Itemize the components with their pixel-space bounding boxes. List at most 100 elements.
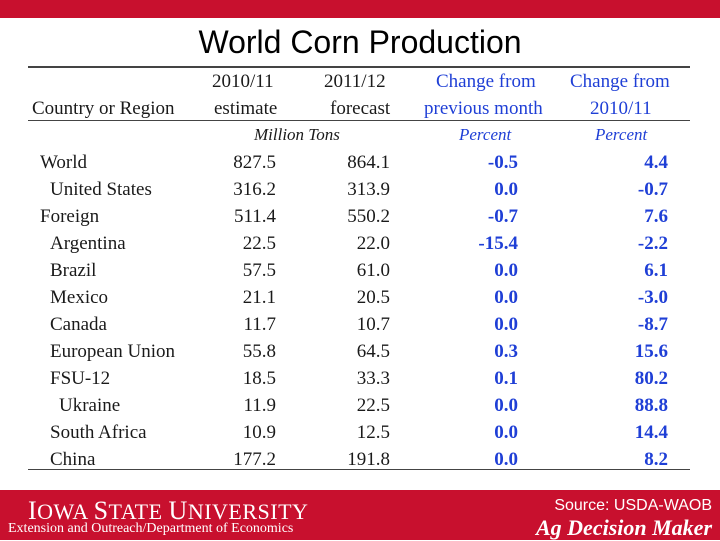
unit-million-tons: Million Tons bbox=[254, 125, 340, 144]
row-estimate: 316.2 bbox=[233, 179, 276, 200]
row-change-month: 0.1 bbox=[494, 368, 518, 389]
row-estimate: 21.1 bbox=[242, 287, 276, 308]
row-forecast: 64.5 bbox=[356, 341, 390, 362]
row-name: Mexico bbox=[50, 287, 109, 308]
row-forecast: 20.5 bbox=[356, 287, 390, 308]
row-change-year: 88.8 bbox=[634, 395, 668, 416]
table-row: Brazil 57.5 61.0 0.0 6.1 bbox=[28, 257, 690, 284]
row-name: Brazil bbox=[50, 260, 97, 281]
row-change-year: -8.7 bbox=[637, 314, 668, 335]
logo-letter-u: U bbox=[168, 496, 188, 525]
row-estimate: 177.2 bbox=[233, 449, 276, 470]
table-row: Argentina 22.5 22.0 -15.4 -2.2 bbox=[28, 230, 690, 257]
row-change-year: 4.4 bbox=[644, 152, 668, 173]
row-name: European Union bbox=[50, 341, 176, 362]
table-top-rule bbox=[28, 66, 690, 68]
row-change-month: -15.4 bbox=[478, 233, 518, 254]
row-estimate: 55.8 bbox=[242, 341, 276, 362]
header-country: Country or Region bbox=[32, 98, 175, 119]
row-estimate: 11.7 bbox=[243, 314, 276, 335]
table-header-rule bbox=[28, 120, 690, 121]
header-change-year-line1: Change from bbox=[570, 71, 670, 92]
header-estimate-year: 2010/11 bbox=[212, 71, 274, 92]
row-name: FSU-12 bbox=[50, 368, 111, 389]
footer-banner bbox=[0, 490, 720, 540]
table-row: FSU-12 18.5 33.3 0.1 80.2 bbox=[28, 365, 690, 392]
header-estimate-label: estimate bbox=[214, 98, 278, 119]
table-row: South Africa 10.9 12.5 0.0 14.4 bbox=[28, 419, 690, 446]
table-row: Mexico 21.1 20.5 0.0 -3.0 bbox=[28, 284, 690, 311]
row-name: Ukraine bbox=[59, 395, 121, 416]
row-change-month: 0.0 bbox=[494, 422, 518, 443]
row-name: China bbox=[50, 449, 96, 470]
row-change-year: 80.2 bbox=[634, 368, 668, 389]
row-forecast: 22.5 bbox=[356, 395, 390, 416]
row-change-month: 0.3 bbox=[494, 341, 518, 362]
source-note: Source: USDA-WAOB bbox=[554, 497, 712, 514]
row-forecast: 12.5 bbox=[356, 422, 390, 443]
header-forecast-label: forecast bbox=[330, 98, 391, 119]
row-change-month: -0.7 bbox=[487, 206, 518, 227]
row-name: United States bbox=[50, 179, 152, 200]
row-name: South Africa bbox=[50, 422, 147, 443]
unit-percent-year: Percent bbox=[595, 125, 648, 144]
row-change-month: 0.0 bbox=[494, 314, 518, 335]
row-change-year: -0.7 bbox=[637, 179, 668, 200]
row-name: World bbox=[40, 152, 88, 173]
row-change-year: 7.6 bbox=[644, 206, 668, 227]
table-row: European Union 55.8 64.5 0.3 15.6 bbox=[28, 338, 690, 365]
row-forecast: 22.0 bbox=[356, 233, 390, 254]
row-forecast: 313.9 bbox=[347, 179, 390, 200]
footer-department: Extension and Outreach/Department of Eco… bbox=[8, 521, 294, 536]
row-change-month: 0.0 bbox=[494, 395, 518, 416]
unit-percent-month: Percent bbox=[459, 125, 512, 144]
table-row: Canada 11.7 10.7 0.0 -8.7 bbox=[28, 311, 690, 338]
row-change-year: 15.6 bbox=[634, 341, 668, 362]
row-estimate: 827.5 bbox=[233, 152, 276, 173]
row-change-year: -2.2 bbox=[637, 233, 668, 254]
slide-title: World Corn Production bbox=[198, 24, 522, 60]
row-change-month: 0.0 bbox=[494, 449, 518, 470]
logo-letter-s: S bbox=[93, 496, 109, 525]
table-row: United States 316.2 313.9 0.0 -0.7 bbox=[28, 176, 690, 203]
logo-niversity: NIVERSITY bbox=[187, 499, 309, 524]
logo-letter-i: I bbox=[28, 496, 38, 525]
table-bottom-rule bbox=[28, 469, 690, 470]
row-name: Foreign bbox=[40, 206, 100, 227]
row-estimate: 511.4 bbox=[233, 206, 276, 227]
row-estimate: 57.5 bbox=[242, 260, 276, 281]
row-forecast: 61.0 bbox=[356, 260, 390, 281]
header-change-month-line2: previous month bbox=[424, 98, 543, 119]
table-row: China 177.2 191.8 0.0 8.2 bbox=[28, 446, 690, 473]
row-change-month: 0.0 bbox=[494, 260, 518, 281]
header-forecast-year: 2011/12 bbox=[324, 71, 386, 92]
row-estimate: 22.5 bbox=[242, 233, 276, 254]
logo-tate: TATE bbox=[108, 499, 169, 524]
table-row: Ukraine 11.9 22.5 0.0 88.8 bbox=[28, 392, 690, 419]
row-forecast: 191.8 bbox=[347, 449, 390, 470]
header-change-year-line2: 2010/11 bbox=[590, 98, 652, 119]
row-change-year: 6.1 bbox=[644, 260, 668, 281]
row-change-year: 8.2 bbox=[644, 449, 668, 470]
row-name: Argentina bbox=[50, 233, 126, 254]
row-estimate: 11.9 bbox=[243, 395, 276, 416]
row-forecast: 864.1 bbox=[347, 152, 390, 173]
header-change-month-line1: Change from bbox=[436, 71, 536, 92]
row-change-year: 14.4 bbox=[634, 422, 668, 443]
logo-owa: OWA bbox=[37, 499, 94, 524]
top-banner bbox=[0, 0, 720, 18]
table-row: World 827.5 864.1 -0.5 4.4 bbox=[28, 149, 690, 176]
table-row: Foreign 511.4 550.2 -0.7 7.6 bbox=[28, 203, 690, 230]
row-estimate: 10.9 bbox=[242, 422, 276, 443]
row-change-year: -3.0 bbox=[637, 287, 668, 308]
row-change-month: 0.0 bbox=[494, 179, 518, 200]
university-logo: IOWA STATE UNIVERSITY bbox=[28, 496, 308, 526]
row-change-month: -0.5 bbox=[487, 152, 518, 173]
row-name: Canada bbox=[50, 314, 107, 335]
row-forecast: 550.2 bbox=[347, 206, 390, 227]
row-forecast: 33.3 bbox=[356, 368, 390, 389]
row-estimate: 18.5 bbox=[242, 368, 276, 389]
row-change-month: 0.0 bbox=[494, 287, 518, 308]
brand-logo: Ag Decision Maker bbox=[536, 515, 712, 540]
row-forecast: 10.7 bbox=[356, 314, 390, 335]
